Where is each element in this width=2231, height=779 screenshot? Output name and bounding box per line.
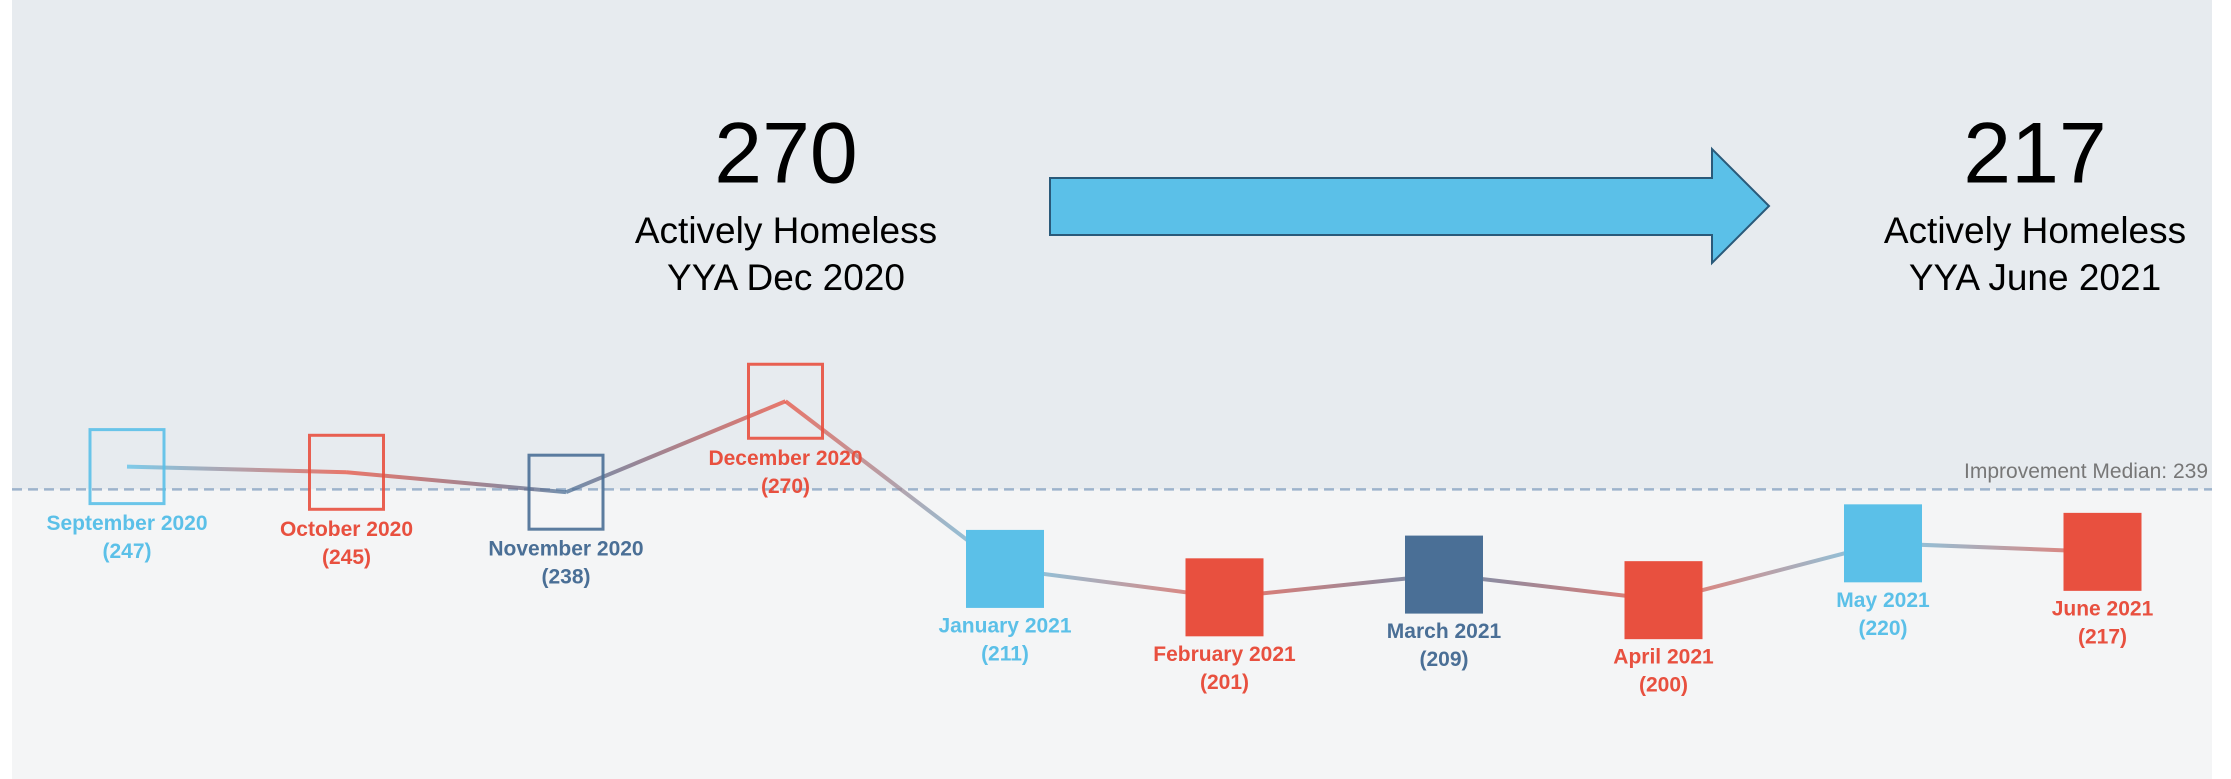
marker — [2063, 512, 2142, 591]
point-label: January 2021 — [938, 614, 1071, 637]
point-label: October 2020 — [280, 518, 413, 541]
callout-value: 270 — [714, 106, 858, 202]
marker — [1185, 558, 1264, 637]
point-label: March 2021 — [1387, 620, 1502, 643]
point-label: May 2021 — [1836, 589, 1930, 612]
point-label: February 2021 — [1153, 643, 1296, 666]
callout-text: Actively Homeless — [635, 210, 937, 251]
marker — [88, 428, 166, 506]
callout-text: YYA Dec 2020 — [667, 257, 905, 298]
point-label: September 2020 — [46, 512, 207, 535]
median-label: Improvement Median: 239 — [1964, 460, 2208, 483]
point-label: June 2021 — [2052, 597, 2154, 620]
value-label: (209) — [1419, 648, 1468, 671]
marker — [1405, 535, 1483, 614]
marker — [308, 433, 385, 511]
value-label: (247) — [102, 540, 151, 563]
callout-value: 217 — [1963, 106, 2107, 202]
arrow — [1049, 146, 1771, 266]
value-label: (211) — [981, 642, 1029, 665]
marker — [966, 529, 1044, 608]
point-label: November 2020 — [488, 538, 643, 561]
marker — [527, 453, 605, 531]
value-label: (200) — [1639, 674, 1688, 697]
marker — [747, 362, 824, 440]
value-label: (220) — [1858, 617, 1907, 640]
callout-text: YYA June 2021 — [1909, 257, 2161, 298]
callout-text: Actively Homeless — [1884, 210, 2186, 251]
value-label: (238) — [541, 566, 590, 589]
marker — [1844, 504, 1922, 583]
header-background — [12, 0, 2212, 490]
point-label: April 2021 — [1613, 646, 1714, 669]
marker — [1624, 561, 1703, 640]
value-label: (270) — [761, 475, 810, 498]
value-label: (245) — [322, 546, 371, 569]
point-label: December 2020 — [708, 447, 862, 470]
value-label: (201) — [1200, 671, 1249, 694]
value-label: (217) — [2078, 625, 2127, 648]
